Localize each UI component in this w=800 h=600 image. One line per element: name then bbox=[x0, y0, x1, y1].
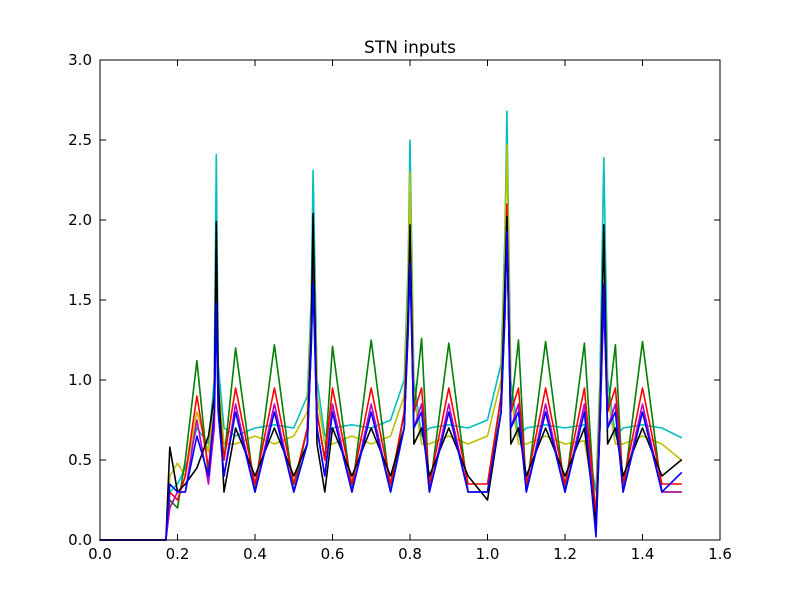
x-tick-label: 1.2 bbox=[553, 545, 577, 563]
y-tick-label: 2.5 bbox=[68, 131, 92, 149]
y-tick-label: 0.5 bbox=[68, 451, 92, 469]
x-tick-label: 0.2 bbox=[166, 545, 190, 563]
chart-title: STN inputs bbox=[364, 38, 456, 58]
y-tick-label: 1.0 bbox=[68, 371, 92, 389]
series-layer bbox=[99, 110, 683, 541]
x-tick-label: 1.4 bbox=[631, 545, 655, 563]
y-tick-label: 3.0 bbox=[68, 51, 92, 69]
tick-layer: 0.0 0.2 0.4 0.6 0.8 1.0 1.2 1.4 1.6 0.0 0.5 1.0 1.5 2… bbox=[68, 51, 732, 563]
series-line-7 bbox=[99, 230, 683, 541]
y-tick-label: 0.0 bbox=[68, 531, 92, 549]
y-tick-label: 1.5 bbox=[68, 291, 92, 309]
x-tick-label: 0.6 bbox=[321, 545, 345, 563]
x-tick-label: 1.0 bbox=[476, 545, 500, 563]
x-tick-label: 0.4 bbox=[243, 545, 267, 563]
x-tick-label: 0.0 bbox=[88, 545, 112, 563]
x-tick-label: 0.8 bbox=[398, 545, 422, 563]
x-tick-label: 1.6 bbox=[708, 545, 732, 563]
plot-frame bbox=[99, 59, 721, 541]
y-tick-label: 2.0 bbox=[68, 211, 92, 229]
